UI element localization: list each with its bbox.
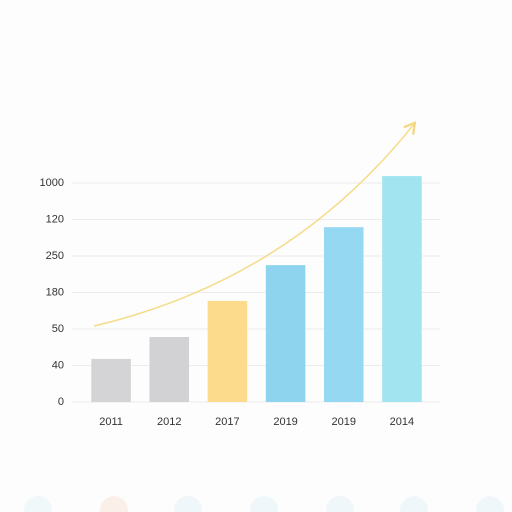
y-tick-label: 50	[52, 323, 64, 335]
y-tick-label: 0	[58, 396, 64, 408]
bar	[382, 176, 422, 402]
x-tick-label: 2019	[332, 416, 356, 428]
x-tick-label: 2019	[273, 416, 297, 428]
y-tick-label: 1000	[40, 177, 64, 189]
bar	[149, 337, 190, 402]
y-tick-label: 250	[46, 250, 64, 262]
y-tick-label: 40	[52, 359, 64, 371]
x-tick-label: 2011	[99, 416, 123, 428]
x-tick-label: 2014	[390, 416, 414, 428]
y-tick-label: 180	[46, 286, 64, 298]
bar	[207, 300, 248, 402]
bar	[91, 358, 131, 402]
bar	[323, 227, 364, 402]
x-tick-label: 2012	[157, 416, 181, 428]
decor-dots	[24, 496, 504, 512]
y-tick-label: 120	[46, 213, 64, 225]
trend-arrow	[93, 124, 414, 327]
x-tick-label: 2017	[215, 416, 239, 428]
bar	[265, 265, 306, 402]
